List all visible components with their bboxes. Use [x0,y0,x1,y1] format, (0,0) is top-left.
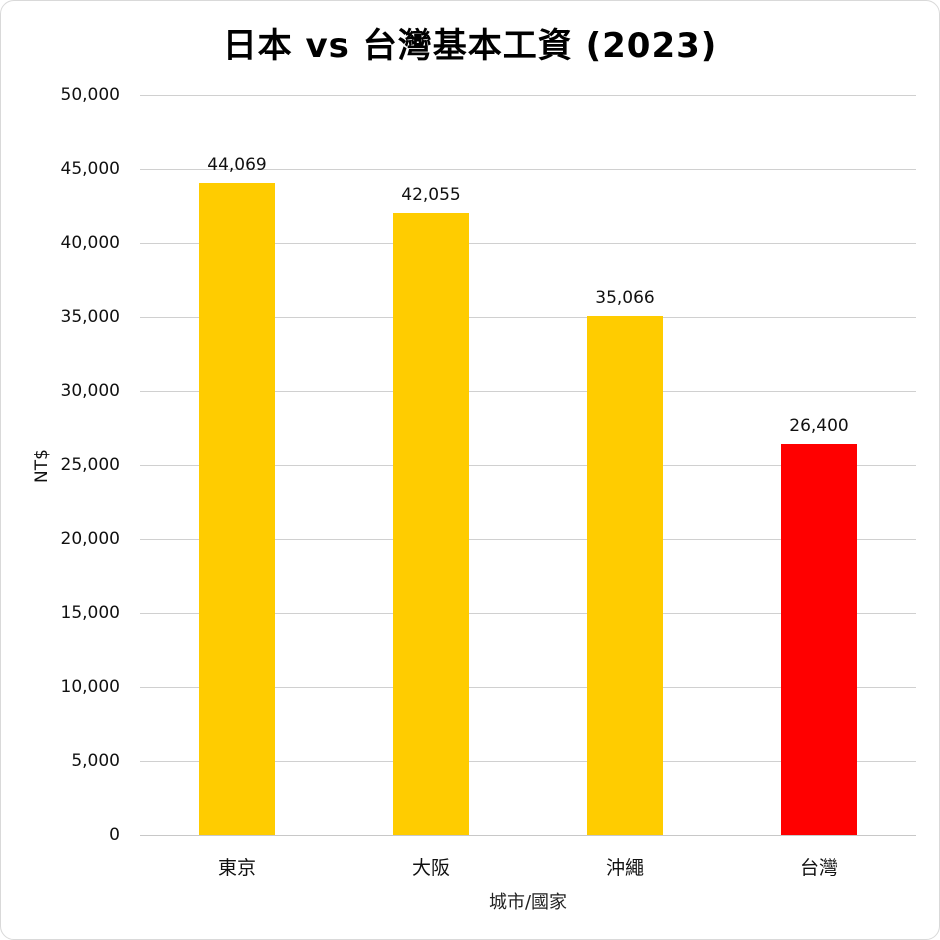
y-tick-label: 25,000 [60,455,120,475]
x-tick-label: 大阪 [411,857,450,879]
y-tick-label: 50,000 [60,85,120,105]
gridline [140,243,916,244]
chart-title: 日本 vs 台灣基本工資 (2023) [222,26,718,66]
bar-2 [587,316,663,835]
bar-value-label: 44,069 [207,154,267,175]
y-tick-label: 30,000 [60,381,120,401]
bar-value-label: 42,055 [401,184,461,205]
gridline [140,391,916,392]
x-tick-label: 東京 [217,857,256,879]
gridline [140,317,916,318]
y-tick-label: 0 [109,825,120,845]
gridline [140,835,916,836]
bar-1 [393,212,469,835]
gridline [140,539,916,540]
x-axis-label: 城市/國家 [488,892,568,913]
y-tick-label: 35,000 [60,307,120,327]
y-tick-label: 15,000 [60,603,120,623]
bar-3 [781,444,857,835]
plot-area: 0 5,000 10,000 15,000 20,000 25,000 30,000 35,0… [61,85,916,845]
y-axis-label: NT$ [32,449,52,483]
gridline [140,687,916,688]
gridline [140,613,916,614]
y-tick-label: 45,000 [60,159,120,179]
gridline [140,169,916,170]
y-tick-label: 40,000 [60,233,120,253]
bar-value-label: 35,066 [595,288,655,309]
x-tick-label: 沖繩 [605,857,644,879]
y-tick-label: 20,000 [60,529,120,549]
y-tick-label: 10,000 [60,677,120,697]
bar-value-label: 26,400 [789,416,849,437]
gridline [140,465,916,466]
y-tick-label: 5,000 [71,751,120,771]
gridline [140,95,916,96]
x-tick-label: 台灣 [799,857,838,879]
gridline [140,761,916,762]
bar-0 [199,182,275,835]
